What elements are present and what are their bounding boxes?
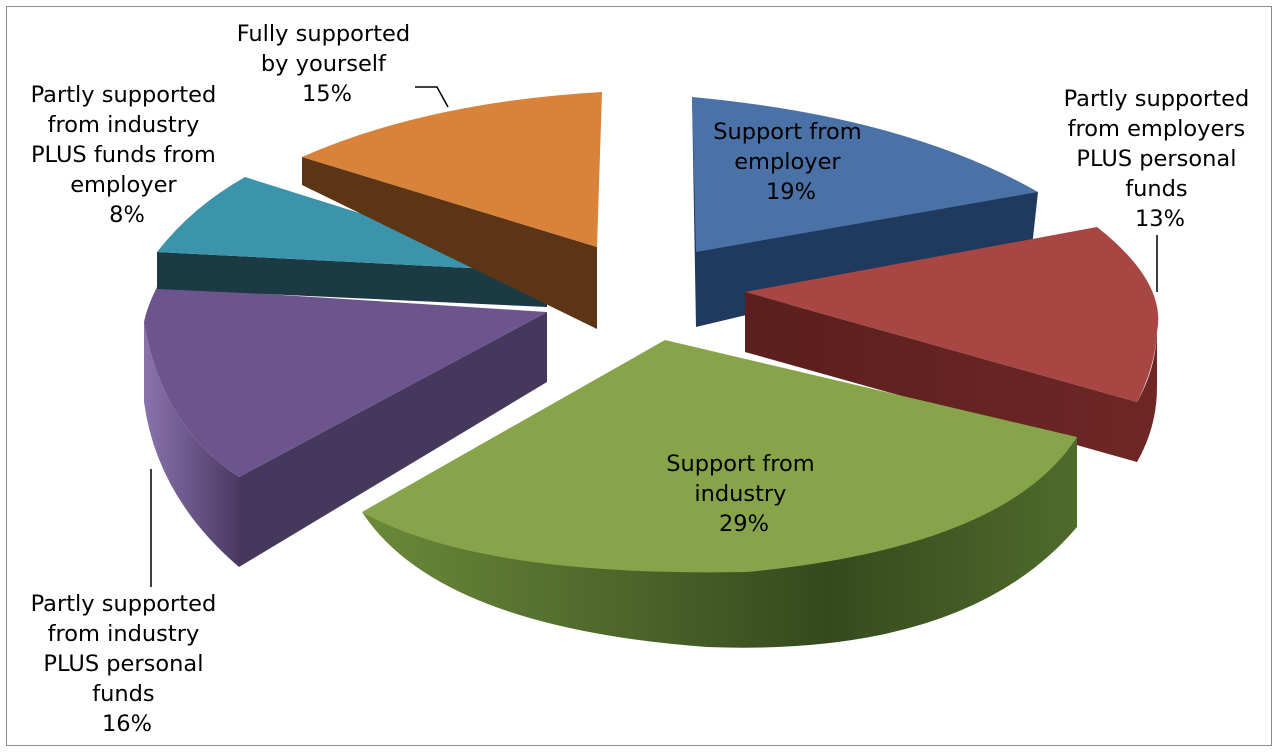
data-label-support-from-employer: Support from employer 19% — [713, 119, 869, 205]
slice-top-fully-self — [302, 92, 602, 247]
slice-depth-fully-self — [302, 157, 597, 329]
slice-employers-plus-personal — [745, 227, 1159, 462]
leader-line-fully-self — [415, 86, 449, 108]
data-label-fully-self: Fully supported by yourself 15% — [237, 21, 418, 107]
slice-depth-industry-personal — [239, 312, 547, 567]
slice-depth-industry — [362, 437, 1077, 648]
slice-industry-plus-personal — [144, 287, 547, 567]
slice-support-from-industry — [362, 340, 1077, 648]
pie-chart: Support from employer 19% Partly support… — [31, 21, 1257, 737]
slice-front-industry-personal — [144, 322, 239, 567]
data-label-support-from-industry: Support from industry 29% — [666, 451, 822, 537]
slice-top-industry — [362, 340, 1077, 573]
chart-frame: Support from employer 19% Partly support… — [6, 6, 1272, 746]
slice-fully-self — [302, 92, 602, 329]
slice-depth-industry-employer — [157, 252, 547, 307]
data-label-employers-plus-personal: Partly supported from employers PLUS per… — [1064, 86, 1257, 232]
slice-top-employers-personal — [745, 227, 1159, 402]
data-label-industry-plus-employer: Partly supported from industry PLUS fund… — [31, 82, 224, 228]
slice-top-employer — [692, 97, 1038, 252]
data-label-industry-plus-personal: Partly supported from industry PLUS pers… — [31, 591, 224, 737]
slice-depth-employers-personal — [745, 292, 1157, 462]
slice-top-industry-personal — [144, 287, 547, 477]
slice-support-from-employer — [692, 97, 1038, 327]
